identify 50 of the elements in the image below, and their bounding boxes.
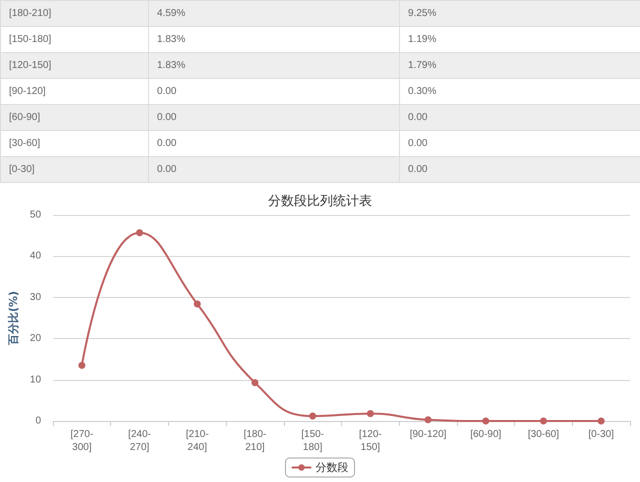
x-tick-label: [150-180] — [301, 429, 324, 453]
y-tick-label: 20 — [30, 333, 42, 344]
data-label: 1.79% — [400, 52, 640, 78]
category-label: [90-120] — [0, 78, 148, 104]
category-label: [180-210] — [0, 0, 148, 26]
y-tick-label: 30 — [30, 292, 42, 303]
category-label: [120-150] — [0, 52, 148, 78]
point — [251, 379, 258, 386]
y-tick-label: 50 — [30, 210, 42, 220]
data-label: 4.59% — [148, 0, 400, 26]
data-label: 0.00 — [400, 104, 640, 130]
legend-label: 分数段 — [316, 461, 348, 474]
category-label: [30-60] — [0, 130, 148, 156]
data-label: 0.00 — [400, 130, 640, 156]
data-label: 0.00 — [148, 78, 400, 104]
y-tick-label: 40 — [30, 250, 42, 262]
data-label: 0.00 — [148, 130, 400, 156]
x-tick-label: [30-60] — [528, 429, 560, 440]
x-tick-label: [0-30] — [588, 429, 614, 440]
data-label: 1.83% — [148, 52, 400, 78]
y-axis-title: 百分比(%) — [7, 290, 20, 346]
y-tick-label: 10 — [30, 374, 42, 386]
data-label: 0.00 — [400, 156, 640, 182]
x-tick-label: [90-120] — [410, 429, 447, 440]
x-tick-label: [240-270] — [128, 429, 151, 453]
x-tick-label: [60-90] — [470, 429, 502, 440]
point — [309, 412, 316, 420]
data-label: 0.30% — [400, 78, 640, 104]
x-tick-label: [210-240] — [186, 429, 209, 453]
category-label: [60-90] — [0, 104, 148, 130]
point — [540, 418, 547, 424]
point — [424, 416, 432, 424]
data-label: 0.00 — [148, 156, 400, 182]
data-label: 9.25% — [400, 0, 640, 26]
data-label: 1.83% — [148, 26, 400, 52]
point — [194, 300, 201, 308]
x-tick-label: [120-150] — [358, 429, 382, 453]
point — [366, 410, 374, 418]
point — [78, 362, 86, 369]
y-tick-label: 0 — [35, 416, 42, 426]
category-label: [0-30] — [0, 156, 148, 182]
data-label: 0.00 — [148, 104, 400, 130]
category-label: [150-180] — [0, 26, 148, 52]
data-label: 1.19% — [400, 26, 640, 52]
x-tick-label: [180-210] — [244, 429, 266, 453]
point — [598, 418, 605, 424]
point — [136, 229, 144, 236]
x-tick-label: [270-300] — [70, 429, 94, 453]
chart-title: 分数段比列统计表 — [268, 194, 372, 209]
point — [482, 418, 490, 424]
